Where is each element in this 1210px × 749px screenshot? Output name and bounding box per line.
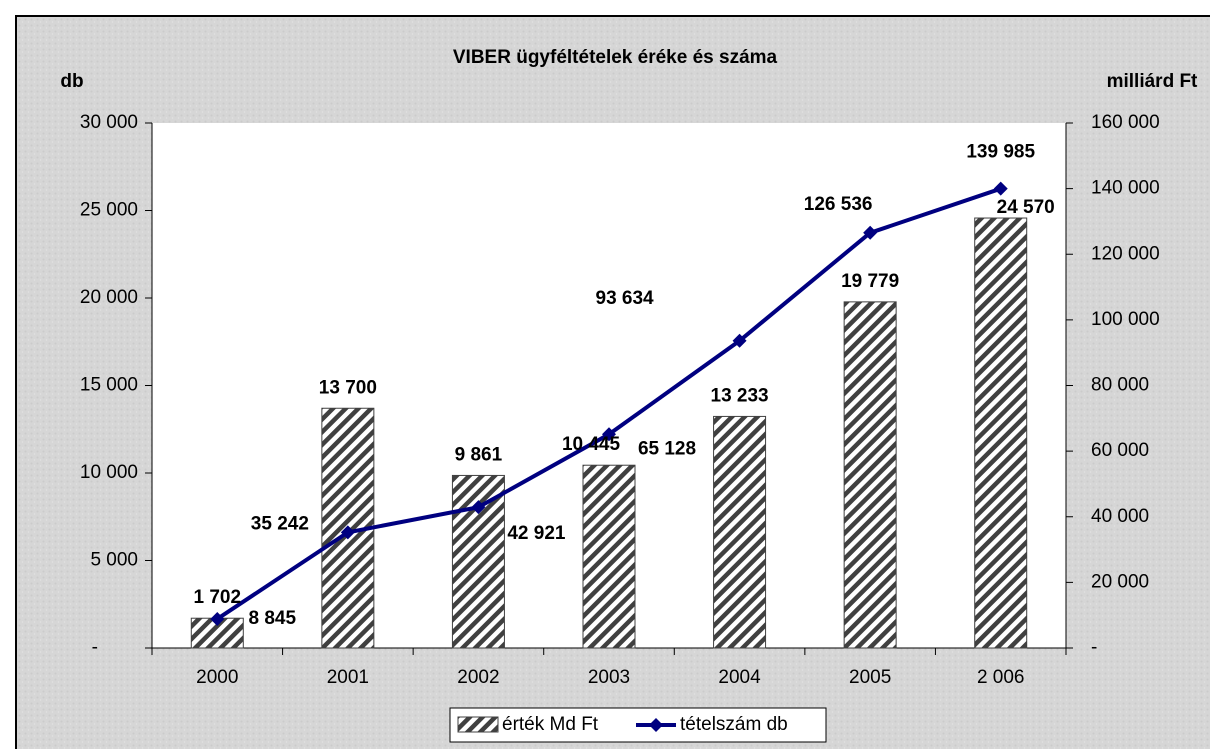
y-tick-label: 20 000: [80, 287, 138, 308]
bar-value-label: 19 779: [841, 271, 899, 292]
bar-value-label: 24 570: [997, 197, 1055, 218]
line-marker: [732, 333, 747, 348]
line-value-label: 35 242: [251, 513, 309, 534]
bar: [974, 217, 1028, 649]
y2-tick-label: 160 000: [1091, 112, 1160, 133]
line-value-label: 42 921: [507, 523, 566, 544]
line-marker: [340, 525, 355, 540]
y2-tick-label: 120 000: [1091, 243, 1160, 264]
x-tick-label: 2004: [718, 667, 761, 688]
y-tick-label: 25 000: [80, 200, 138, 221]
x-tick-label: 2003: [588, 667, 630, 688]
line-marker: [993, 181, 1008, 196]
legend-swatch: [457, 716, 499, 733]
line-value-label: 139 985: [966, 142, 1035, 163]
line-marker: [471, 500, 486, 515]
line-value-label: 93 634: [596, 288, 655, 309]
bar: [582, 464, 636, 649]
bar-value-label: 9 861: [455, 444, 503, 465]
line-value-label: 8 845: [249, 608, 297, 629]
bar-value-label: 13 233: [711, 385, 769, 406]
y2-tick-label: 100 000: [1091, 309, 1160, 330]
y-tick-label: 30 000: [80, 112, 138, 133]
y2-tick-label: 60 000: [1091, 440, 1149, 461]
bar-value-label: 1 702: [194, 587, 242, 608]
x-tick-label: 2001: [327, 667, 369, 688]
line-value-label: 65 128: [638, 438, 696, 459]
legend: érték Md Ft tételszám db: [449, 707, 827, 743]
bar-value-label: 13 700: [319, 377, 377, 398]
y2-tick-label: 140 000: [1091, 178, 1160, 199]
y-tick-label: -: [92, 637, 98, 658]
x-tick-label: 2 006: [977, 667, 1025, 688]
bar: [713, 415, 767, 649]
y-tick-label: 10 000: [80, 462, 138, 483]
y2-axis-label: milliárd Ft: [1107, 71, 1198, 92]
y2-tick-label: 80 000: [1091, 375, 1149, 396]
legend-label: érték Md Ft: [502, 714, 599, 735]
chart-title: VIBER ügyféltételek éréke és száma: [453, 47, 778, 68]
y-tick-label: 15 000: [80, 375, 138, 396]
line-marker: [863, 225, 878, 240]
x-tick-label: 2000: [196, 667, 238, 688]
y-tick-label: 5 000: [90, 550, 138, 571]
bar-value-label: 10 445: [562, 434, 621, 455]
bar: [843, 301, 897, 649]
line-marker: [210, 611, 225, 626]
legend-marker: [649, 718, 663, 732]
line-value-label: 126 536: [804, 194, 873, 215]
y2-tick-label: 40 000: [1091, 506, 1149, 527]
legend-label: tételszám db: [680, 714, 788, 735]
x-tick-label: 2005: [849, 667, 891, 688]
y2-tick-label: 20 000: [1091, 571, 1149, 592]
line-marker: [602, 427, 616, 442]
x-tick-label: 2002: [457, 667, 499, 688]
y2-tick-label: -: [1091, 637, 1097, 658]
y-axis-label: db: [60, 71, 83, 92]
